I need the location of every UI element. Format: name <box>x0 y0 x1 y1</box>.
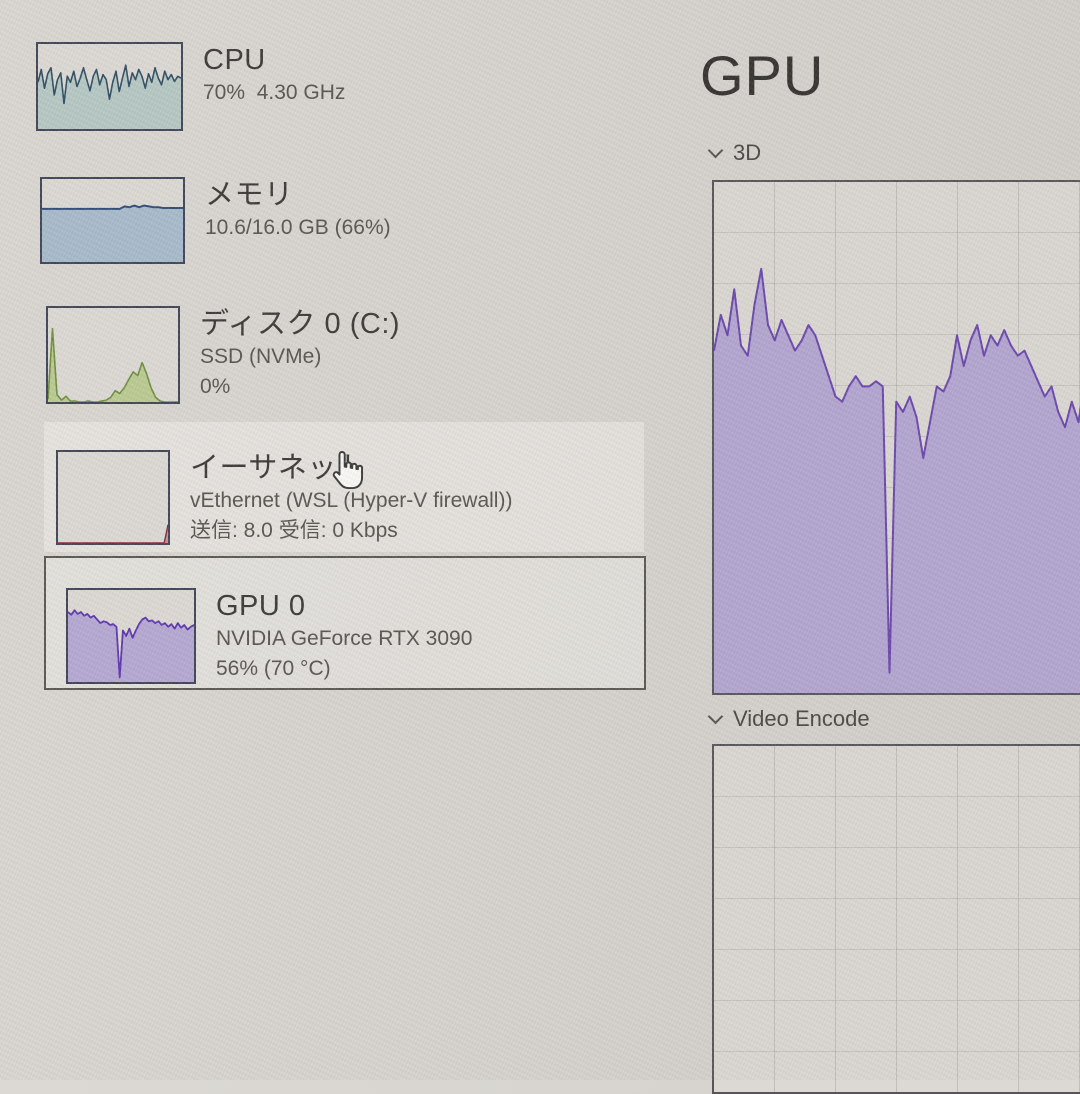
disk-title: ディスク 0 (C:) <box>200 308 401 340</box>
video-encode-chart <box>712 744 1080 1094</box>
disk-type: SSD (NVMe) <box>200 345 322 368</box>
sidebar-item-cpu[interactable]: CPU 70% 4.30 GHz <box>36 42 345 131</box>
memory-mini-chart <box>40 177 185 264</box>
chevron-down-icon <box>707 708 724 724</box>
disk-mini-chart <box>46 306 180 404</box>
page-title: GPU <box>700 44 825 107</box>
sidebar-item-gpu0[interactable]: GPU 0 NVIDIA GeForce RTX 3090 56% (70 °C… <box>66 588 472 684</box>
disk-stats: 0% <box>200 375 231 398</box>
ethernet-mini-chart <box>56 450 170 545</box>
sidebar-item-disk[interactable]: ディスク 0 (C:) SSD (NVMe) 0% <box>46 306 400 404</box>
cursor-hand-icon <box>332 450 364 490</box>
sidebar-item-memory[interactable]: メモリ 10.6/16.0 GB (66%) <box>40 177 391 264</box>
chevron-down-icon <box>707 142 724 158</box>
gpu0-mini-chart <box>66 588 196 684</box>
sidebar-item-ethernet[interactable]: イーサネット vEthernet (WSL (Hyper-V firewall)… <box>56 450 512 546</box>
ethernet-stats: 送信: 8.0 受信: 0 Kbps <box>190 519 398 542</box>
section-video-encode-label: Video Encode <box>733 706 870 731</box>
gpu0-device: NVIDIA GeForce RTX 3090 <box>216 627 473 650</box>
cpu-stats: 70% 4.30 GHz <box>203 81 346 104</box>
memory-title: メモリ <box>205 179 294 211</box>
gpu0-title: GPU 0 <box>216 590 306 622</box>
gpu-3d-chart <box>712 180 1080 695</box>
cpu-mini-chart <box>36 42 183 131</box>
section-3d-toggle[interactable]: 3D <box>707 140 762 166</box>
section-3d-label: 3D <box>733 140 762 165</box>
ethernet-adapter: vEthernet (WSL (Hyper-V firewall)) <box>190 489 513 512</box>
section-video-encode-toggle[interactable]: Video Encode <box>707 706 870 732</box>
cpu-title: CPU <box>203 44 266 76</box>
memory-stats: 10.6/16.0 GB (66%) <box>205 216 391 239</box>
gpu0-stats: 56% (70 °C) <box>216 657 331 680</box>
